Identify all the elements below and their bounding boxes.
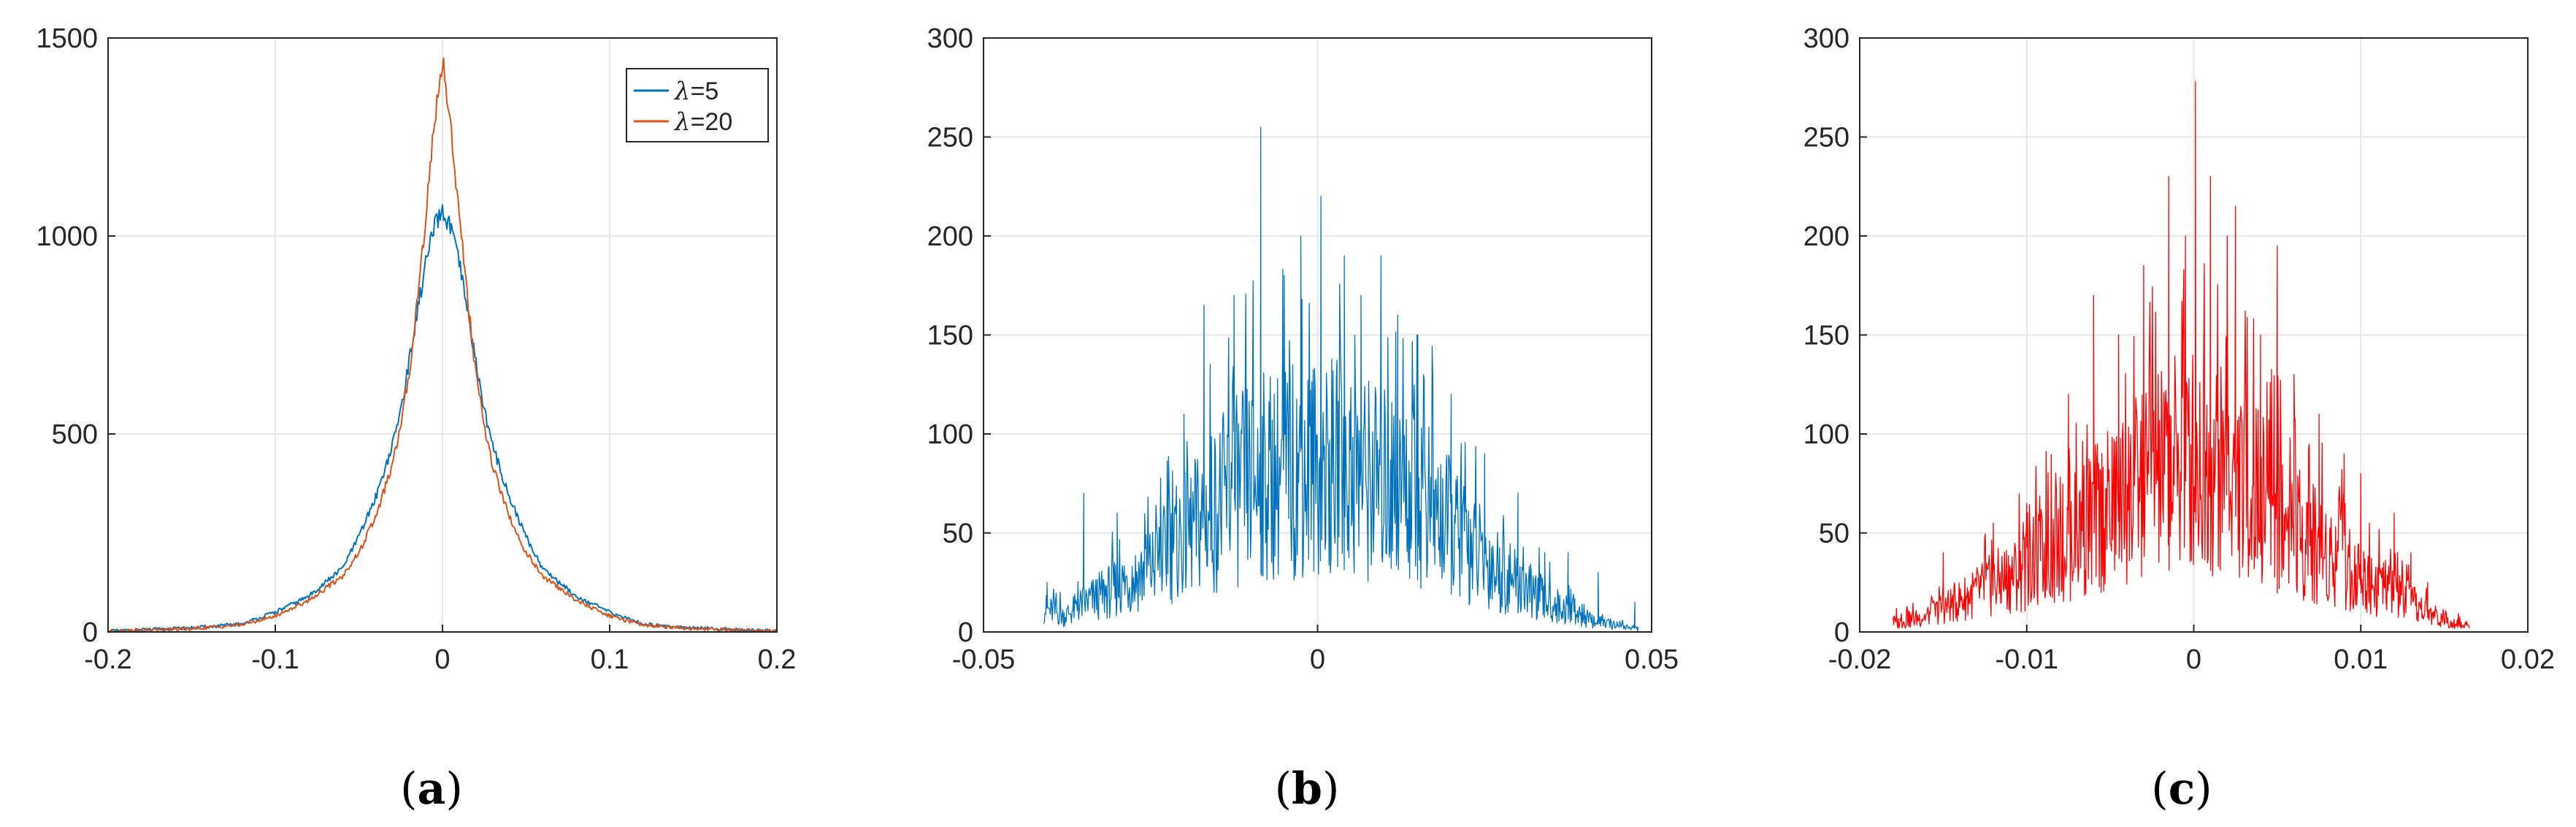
chart-panel-c: -0.02 -0.01 0 0.01 0.02 0 50 100 150 200 250 300 — [1803, 23, 2555, 675]
legend-label: λ=20 — [673, 107, 732, 137]
x-tick-label: 0.1 — [591, 644, 629, 675]
caption-c: (c) — [2151, 763, 2212, 815]
y-tick-label: 0 — [958, 617, 973, 648]
series-line-1 — [1043, 126, 1639, 632]
y-tick-label: 0 — [1834, 617, 1849, 648]
y-tick-label: 50 — [1819, 519, 1849, 549]
y-tick-label: 250 — [927, 123, 973, 153]
y-tick-label: 200 — [927, 221, 973, 252]
caption-a: (a) — [400, 763, 463, 815]
chart-panel-a: -0.2 -0.1 0 0.1 0.2 0 500 1000 1500 λ=5λ=20 — [36, 23, 796, 675]
x-tick-label: 0 — [1310, 644, 1325, 675]
x-tick-label: 0.01 — [2334, 644, 2388, 675]
y-tick-label: 50 — [943, 519, 973, 549]
legend: λ=5λ=20 — [626, 68, 769, 142]
y-tick-label: 300 — [927, 23, 973, 54]
y-tick-label: 200 — [1803, 221, 1849, 252]
x-tick-label: 0.02 — [2501, 644, 2555, 675]
series-line-1 — [1893, 80, 2470, 630]
y-tick-label: 0 — [83, 617, 98, 648]
y-tick-label: 150 — [1803, 321, 1849, 351]
y-tick-label: 300 — [1803, 23, 1849, 54]
x-tick-label: 0.2 — [758, 644, 797, 675]
series-line-2 — [107, 57, 778, 633]
legend-box — [626, 68, 769, 142]
y-tick-label: 100 — [927, 419, 973, 450]
y-tick-label: 500 — [52, 419, 98, 450]
y-tick-label: 1500 — [36, 23, 98, 54]
y-tick-label: 100 — [1803, 419, 1849, 450]
x-tick-label: 0 — [2186, 644, 2201, 675]
x-tick-label: 0 — [434, 644, 450, 675]
x-tick-label: -0.1 — [251, 644, 299, 675]
y-tick-label: 1000 — [36, 221, 98, 252]
x-tick-label: -0.02 — [1828, 644, 1892, 675]
x-tick-label: -0.01 — [1995, 644, 2058, 675]
x-tick-label: -0.2 — [84, 644, 131, 675]
caption-b: (b) — [1275, 763, 1340, 815]
x-tick-label: -0.05 — [952, 644, 1016, 675]
y-tick-label: 250 — [1803, 123, 1849, 153]
y-tick-label: 150 — [927, 321, 973, 351]
legend-label: λ=5 — [673, 77, 718, 106]
x-tick-label: 0.05 — [1625, 644, 1679, 675]
